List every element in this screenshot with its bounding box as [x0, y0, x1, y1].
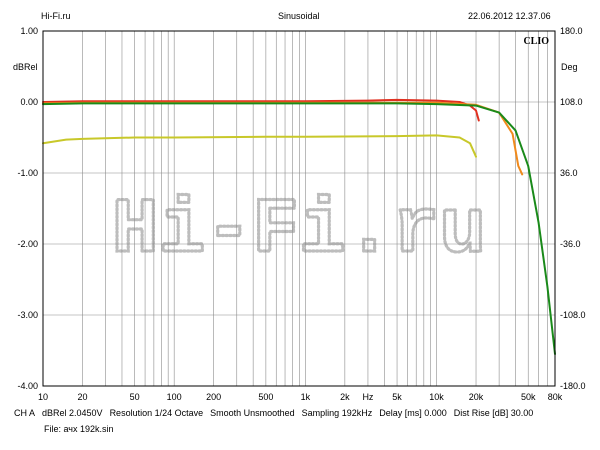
y-left-tick-1: 0.00: [20, 97, 38, 107]
watermark-text: Hi-Fi.ru: [112, 187, 486, 275]
plot-frame: [42, 30, 556, 387]
footer-settings: CH A dBRel 2.0450V Resolution 1/24 Octave S…: [14, 408, 540, 418]
footer-setting-4: Sampling 192kHz: [301, 408, 373, 418]
y-right-tick-1: 108.0: [560, 97, 583, 107]
y-right-tick-2: 36.0: [560, 168, 578, 178]
watermark: Hi-Fi.ru: [110, 186, 488, 277]
x-tick-8: Hz: [362, 392, 373, 402]
header-left: Hi-Fi.ru: [41, 11, 71, 21]
y-right-tick-0: 180.0: [560, 26, 583, 36]
y-left-tick-4: -3.00: [17, 310, 38, 320]
y-axis-left-label: dBRel: [13, 62, 38, 72]
x-tick-13: 80k: [548, 392, 563, 402]
x-tick-9: 5k: [392, 392, 402, 402]
x-tick-0: 10: [38, 392, 48, 402]
header-right: 22.06.2012 12.37.06: [468, 11, 551, 21]
footer-setting-2: Resolution 1/24 Octave: [109, 408, 204, 418]
series-line-3: [42, 134, 477, 158]
x-tick-12: 50k: [521, 392, 536, 402]
brand-label: CLIO: [523, 36, 549, 47]
y-left-tick-5: -4.00: [17, 381, 38, 391]
footer-setting-0: CH A: [14, 408, 36, 418]
x-tick-5: 500: [258, 392, 273, 402]
y-right-tick-3: -36.0: [560, 239, 581, 249]
y-left-tick-3: -2.00: [17, 239, 38, 249]
x-tick-1: 20: [77, 392, 87, 402]
x-tick-7: 2k: [340, 392, 350, 402]
y-axis-right-label: Deg: [561, 62, 578, 72]
footer-setting-1: dBRel 2.0450V: [42, 408, 103, 418]
footer-setting-3: Smooth Unsmoothed: [210, 408, 295, 418]
series-layer: [42, 98, 556, 355]
x-tick-6: 1k: [301, 392, 311, 402]
x-tick-3: 100: [167, 392, 182, 402]
y-right-tick-4: -108.0: [560, 310, 586, 320]
grid: [43, 31, 555, 386]
x-tick-10: 10k: [429, 392, 444, 402]
y-left-tick-0: 1.00: [20, 26, 38, 36]
header-center: Sinusoidal: [278, 11, 320, 21]
footer-setting-6: Dist Rise [dB] 30.00: [453, 408, 534, 418]
y-right-tick-5: -180.0: [560, 381, 586, 391]
x-tick-2: 50: [130, 392, 140, 402]
tick-labels: 1.00 0.00 -1.00 -2.00 -3.00 -4.00 180.0 108.0 36…: [17, 26, 585, 402]
footer-setting-5: Delay [ms] 0.000: [379, 408, 447, 418]
series-line-2: [42, 102, 556, 355]
x-tick-4: 200: [206, 392, 221, 402]
x-tick-11: 20k: [469, 392, 484, 402]
y-left-tick-2: -1.00: [17, 168, 38, 178]
footer-file: File: ачх 192k.sin: [44, 424, 114, 434]
